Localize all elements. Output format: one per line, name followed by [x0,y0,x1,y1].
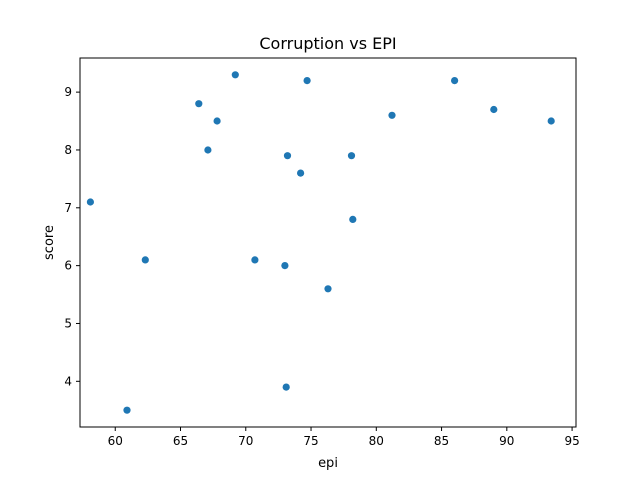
data-point-19 [490,105,498,114]
data-point-15 [347,152,356,160]
y-tick-label: 4 [64,374,72,388]
data-point-4 [195,100,203,108]
y-tick-label: 6 [64,259,72,273]
data-point-6 [213,117,221,125]
x-axis-label: epi [318,456,338,471]
data-point-16 [349,215,357,223]
data-point-5 [204,146,212,154]
data-point-12 [297,169,305,177]
data-point-11 [283,152,292,160]
data-point-20 [547,117,555,125]
x-tick-label: 70 [238,434,253,448]
data-point-8 [251,256,259,264]
data-point-14 [324,285,332,293]
y-axis-label: score [42,225,57,260]
data-point-9 [281,262,289,270]
y-tick-label: 9 [64,85,72,99]
plot-frame [79,57,577,428]
x-tick-label: 80 [369,434,384,448]
x-axis-ticks: 60 65 70 75 80 85 90 95 [108,427,580,448]
x-tick-label: 95 [564,434,579,448]
y-tick-label: 5 [64,316,72,330]
y-tick-label: 8 [64,143,72,157]
data-point-2 [123,406,131,414]
x-tick-label: 75 [303,434,318,448]
plot-area [80,58,576,427]
y-axis-ticks: 4 5 6 7 8 9 [64,85,80,388]
x-tick-label: 85 [434,434,449,448]
data-point-1 [86,198,94,206]
y-tick-label: 7 [64,201,72,215]
plot-background [80,58,576,427]
data-point-13 [303,77,311,85]
x-tick-label: 65 [173,434,188,448]
chart-title: Corruption vs EPI [259,34,396,53]
data-points [86,71,555,414]
x-tick-label: 60 [108,434,123,448]
x-tick-label: 90 [499,434,514,448]
data-point-3 [141,256,149,264]
data-point-7 [231,71,239,79]
data-point-17 [388,111,396,119]
data-point-10 [282,383,290,391]
data-point-18 [451,77,459,85]
